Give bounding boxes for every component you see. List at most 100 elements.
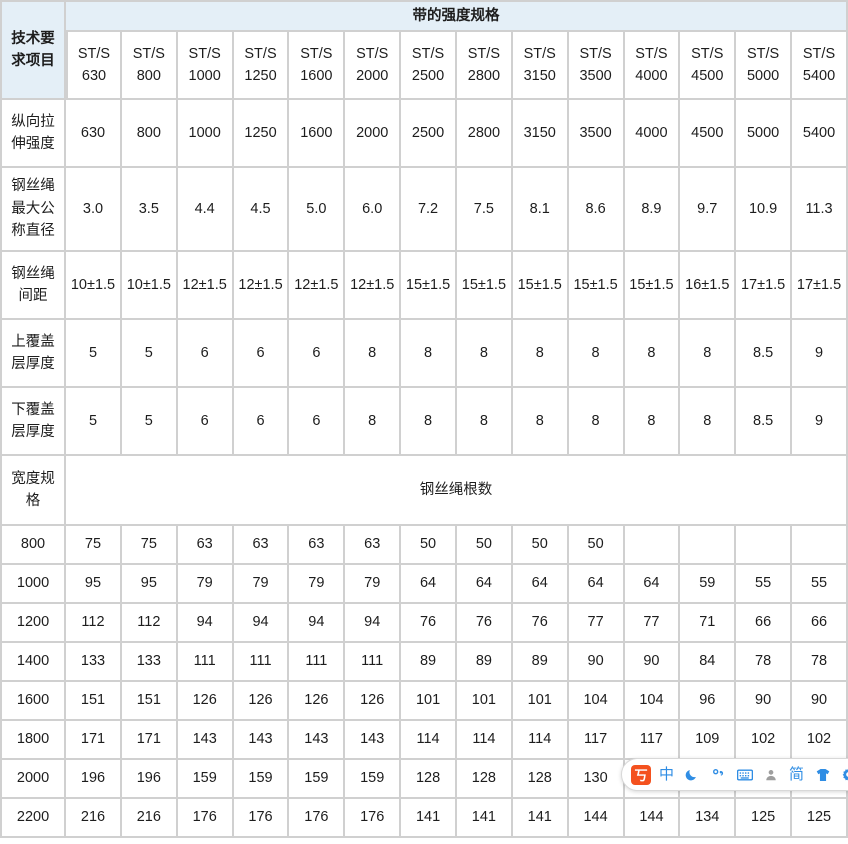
data-cell: 151 (66, 682, 122, 721)
data-cell: 94 (177, 604, 234, 643)
data-cell: 8 (512, 320, 569, 388)
data-cell: 8.5 (736, 320, 793, 388)
data-cell: 8 (345, 388, 402, 456)
data-cell: 78 (792, 643, 848, 682)
data-cell: 15±1.5 (568, 252, 625, 320)
data-cell: 2800 (456, 100, 513, 168)
keyboard-icon[interactable] (734, 764, 755, 785)
data-cell: 4000 (624, 100, 681, 168)
data-cell: 128 (401, 760, 457, 799)
data-cell: 6 (289, 320, 346, 388)
data-cell: 89 (401, 643, 457, 682)
table-row: 1000 95 95 79 79 79 79 64 64 64 64 64 59 55 55 (0, 565, 848, 604)
data-cell: 75 (66, 526, 122, 565)
data-cell: 15±1.5 (512, 252, 569, 320)
data-cell: 79 (289, 565, 346, 604)
chinese-mode-icon[interactable]: 中 (658, 766, 674, 783)
data-cell: 8.1 (512, 168, 569, 252)
data-cell: 55 (736, 565, 793, 604)
row-label-width: 800 (0, 526, 67, 565)
table-row: 下覆盖 层厚度 5 5 6 6 6 8 8 8 8 8 8 8 8.5 9 (0, 388, 848, 456)
table-row: 2200 216 216 176 176 176 176 141 141 141 144 144 134… (0, 799, 848, 838)
data-cell: 8 (680, 320, 737, 388)
data-cell: 176 (233, 799, 290, 838)
data-cell: 111 (289, 643, 346, 682)
data-cell: 143 (233, 721, 290, 760)
data-cell: 12±1.5 (345, 252, 402, 320)
data-cell: 130 (568, 760, 625, 799)
data-cell: 8 (401, 320, 457, 388)
data-cell: 77 (568, 604, 625, 643)
punctuation-icon[interactable] (708, 764, 729, 785)
data-cell: 55 (792, 565, 848, 604)
data-cell: 1600 (289, 100, 346, 168)
data-cell: 159 (233, 760, 290, 799)
data-cell: 102 (792, 721, 848, 760)
moon-icon[interactable] (682, 764, 703, 785)
column-header-strength-grade: ST/S 1000 (177, 32, 234, 100)
table-row: 1200 112 112 94 94 94 94 76 76 76 77 77 71 66 66 (0, 604, 848, 643)
data-cell: 50 (456, 526, 513, 565)
skin-icon[interactable] (812, 764, 833, 785)
data-cell: 126 (345, 682, 402, 721)
data-cell: 216 (66, 799, 122, 838)
data-cell: 171 (66, 721, 122, 760)
data-cell: 1250 (233, 100, 290, 168)
data-cell: 63 (177, 526, 234, 565)
row-label-2: 钢丝绳 间距 (0, 252, 67, 320)
data-cell: 5000 (736, 100, 793, 168)
row-label-width-spec: 宽度规格 (0, 456, 67, 526)
data-cell: 63 (345, 526, 402, 565)
data-cell: 63 (289, 526, 346, 565)
data-cell: 104 (624, 682, 681, 721)
data-cell: 159 (289, 760, 346, 799)
data-cell: 117 (568, 721, 625, 760)
data-cell: 9 (792, 320, 848, 388)
data-cell: 126 (177, 682, 234, 721)
header-row-strength-grades: ST/S 630 ST/S 800 ST/S 1000 ST/S 1250 ST/S 1600 ST… (0, 32, 848, 100)
data-cell: 79 (233, 565, 290, 604)
data-cell: 64 (456, 565, 513, 604)
data-cell: 71 (680, 604, 737, 643)
simplified-chinese-icon[interactable]: 简 (788, 766, 804, 783)
data-cell: 5 (66, 388, 122, 456)
column-header-strength-grade: ST/S 3150 (512, 32, 569, 100)
row-label-width: 1800 (0, 721, 67, 760)
data-cell: 141 (401, 799, 457, 838)
data-cell: 66 (736, 604, 793, 643)
sogou-ime-toolbar[interactable]: 丂 中 简 (621, 758, 848, 791)
data-cell: 101 (401, 682, 457, 721)
data-cell: 50 (401, 526, 457, 565)
data-cell: 128 (512, 760, 569, 799)
data-cell: 101 (456, 682, 513, 721)
data-cell: 12±1.5 (177, 252, 234, 320)
data-cell: 4.5 (233, 168, 290, 252)
data-cell: 2500 (401, 100, 457, 168)
data-cell: 630 (66, 100, 122, 168)
data-cell: 3.0 (66, 168, 122, 252)
row-label-0: 纵向拉 伸强度 (0, 100, 67, 168)
data-cell: 90 (792, 682, 848, 721)
data-cell: 76 (456, 604, 513, 643)
table-row: 1400 133 133 111 111 111 111 89 89 89 90 90 84 78 78 (0, 643, 848, 682)
data-cell: 133 (121, 643, 178, 682)
data-cell: 15±1.5 (456, 252, 513, 320)
data-cell: 159 (345, 760, 402, 799)
data-cell: 2000 (345, 100, 402, 168)
data-cell: 1000 (177, 100, 234, 168)
settings-gear-icon[interactable] (838, 764, 848, 785)
table-row: 上覆盖 层厚度 5 5 6 6 6 8 8 8 8 8 8 8 8.5 9 (0, 320, 848, 388)
data-cell: 78 (736, 643, 793, 682)
data-cell: 8.5 (736, 388, 793, 456)
data-cell: 64 (568, 565, 625, 604)
sogou-logo-icon[interactable]: 丂 (631, 764, 651, 785)
column-header-strength-grade: ST/S 800 (121, 32, 178, 100)
data-cell: 196 (66, 760, 122, 799)
data-cell: 112 (66, 604, 122, 643)
user-icon[interactable] (760, 764, 781, 785)
data-cell: 10±1.5 (121, 252, 178, 320)
data-cell: 89 (456, 643, 513, 682)
row-label-width: 1200 (0, 604, 67, 643)
data-cell: 8 (512, 388, 569, 456)
